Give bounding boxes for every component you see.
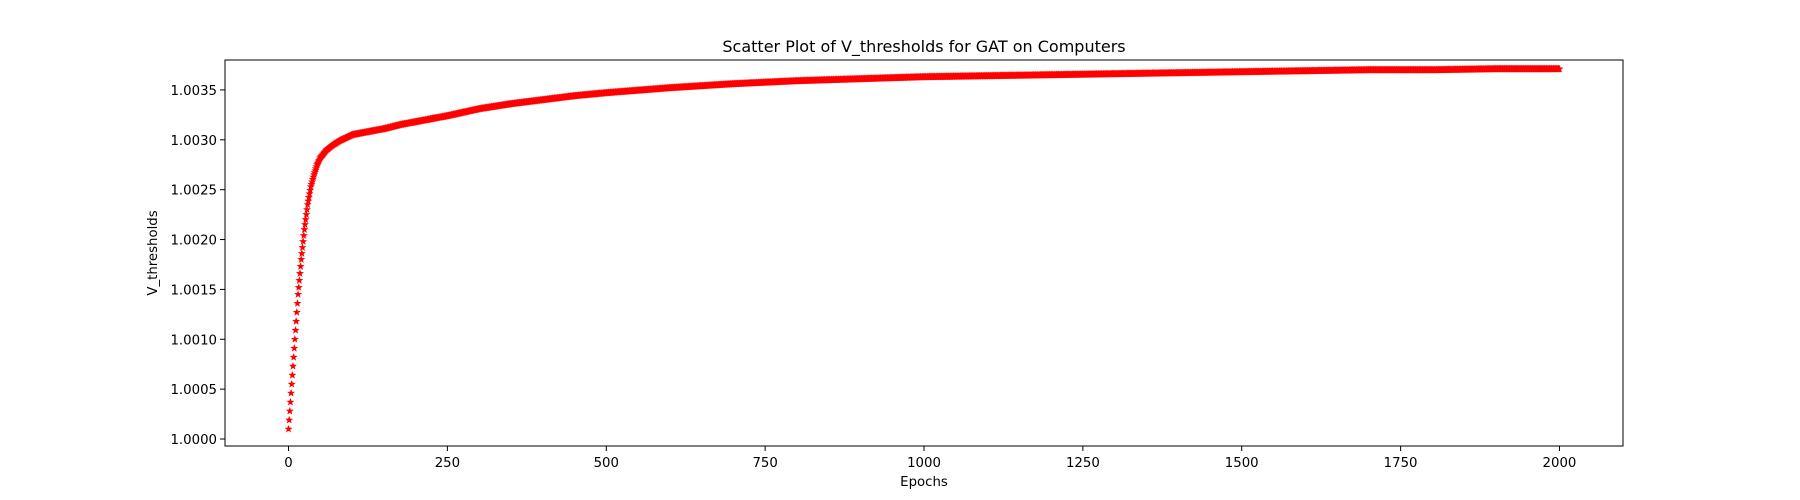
data-point <box>299 237 308 245</box>
y-tick-label: 1.0020 <box>170 234 217 249</box>
y-tick-label: 1.0015 <box>170 283 217 298</box>
y-tick-label: 1.0000 <box>170 433 217 448</box>
data-point <box>295 276 304 284</box>
data-point <box>301 215 310 223</box>
chart-title: Scatter Plot of V_thresholds for GAT on … <box>722 37 1125 57</box>
x-tick-label: 2000 <box>1543 456 1577 471</box>
y-tick-label: 1.0010 <box>170 333 217 348</box>
plot-area <box>284 64 1564 433</box>
data-point <box>1555 64 1564 73</box>
x-tick-label: 1000 <box>907 456 941 471</box>
data-point <box>301 220 310 228</box>
data-point <box>285 415 294 424</box>
data-point <box>289 362 297 370</box>
y-tick-label: 1.0030 <box>170 134 217 149</box>
x-axis-label: Epochs <box>900 475 948 490</box>
data-point <box>297 255 306 263</box>
data-point <box>294 283 303 291</box>
y-tick-label: 1.0025 <box>170 184 217 199</box>
x-tick-label: 0 <box>284 456 292 471</box>
data-point <box>289 353 298 361</box>
x-tick-label: 750 <box>752 456 777 471</box>
data-point <box>299 231 308 239</box>
x-tick-label: 1750 <box>1384 456 1418 471</box>
data-point <box>304 196 313 205</box>
data-point <box>297 249 306 257</box>
data-point <box>285 406 294 415</box>
data-point <box>293 299 302 307</box>
x-tick-label: 500 <box>594 456 619 471</box>
data-point <box>303 200 312 209</box>
data-point <box>305 189 314 198</box>
data-point <box>284 424 293 433</box>
data-point <box>291 326 300 334</box>
y-axis-label: V_thresholds <box>146 210 161 295</box>
data-point <box>290 344 299 352</box>
data-point <box>306 186 315 194</box>
y-tick-label: 1.0035 <box>170 84 217 99</box>
x-axis: 0 250 500 750 1000 1250 1500 1750 2000 <box>284 446 1576 471</box>
data-point <box>292 317 301 325</box>
x-tick-label: 250 <box>435 456 460 471</box>
x-tick-label: 1500 <box>1225 456 1259 471</box>
y-axis: 1.0000 1.0005 1.0010 1.0015 1.0020 1.0025 1.00… <box>170 84 225 448</box>
y-tick-label: 1.0005 <box>170 383 217 398</box>
data-point <box>287 379 296 388</box>
data-point <box>288 370 297 379</box>
data-point <box>304 193 313 201</box>
data-point <box>298 243 307 251</box>
x-tick-label: 1250 <box>1066 456 1100 471</box>
data-point <box>302 210 311 218</box>
data-point <box>302 205 311 214</box>
data-point <box>292 308 301 316</box>
data-point <box>300 225 309 233</box>
data-point <box>294 290 303 298</box>
data-point <box>287 388 296 397</box>
data-point <box>296 262 305 270</box>
data-point <box>290 335 299 343</box>
data-point <box>295 269 304 277</box>
data-point <box>286 397 295 406</box>
